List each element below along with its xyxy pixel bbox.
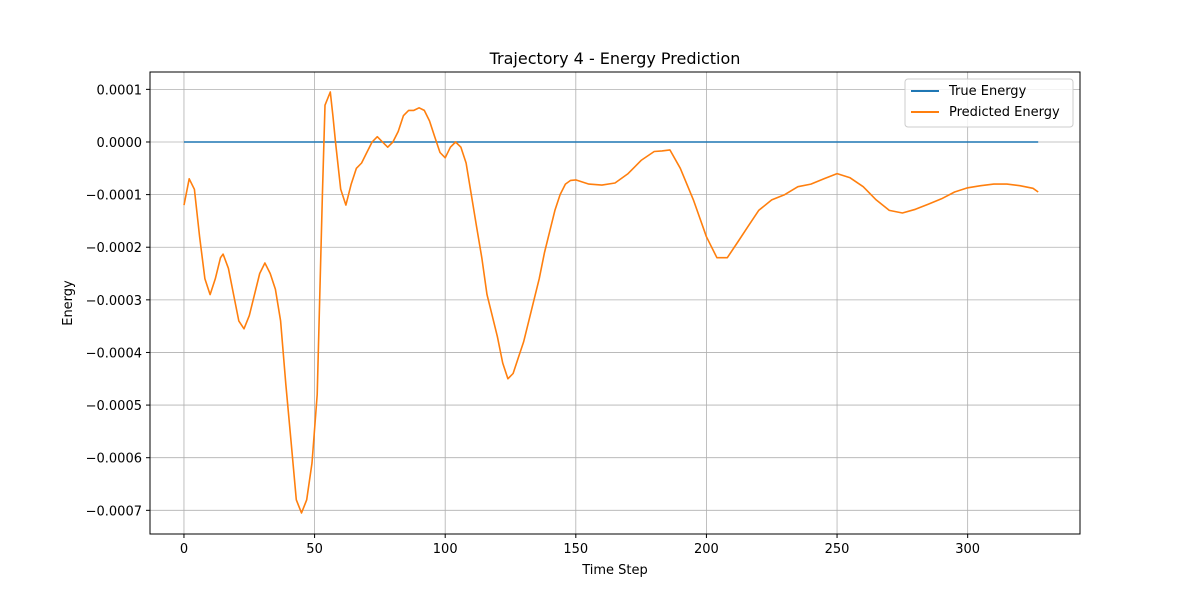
y-tick-label: −0.0002 xyxy=(86,241,142,256)
y-tick-label: −0.0007 xyxy=(86,504,142,519)
y-axis: 0.0001 0.0000 −0.0001 −0.0002 −0.0003 −0.0004… xyxy=(86,83,150,519)
x-tick-label: 250 xyxy=(825,542,850,557)
y-tick-label: −0.0001 xyxy=(86,189,142,204)
grid xyxy=(150,72,1080,534)
legend: True Energy Predicted Energy xyxy=(904,78,1074,128)
y-tick-label: −0.0004 xyxy=(86,346,142,361)
y-axis-label: Energy xyxy=(61,280,76,326)
series-layer xyxy=(183,91,1039,514)
legend-label-predicted-energy: Predicted Energy xyxy=(949,105,1060,120)
plot-frame xyxy=(149,71,1081,535)
x-tick-label: 50 xyxy=(306,542,323,557)
x-tick-label: 150 xyxy=(563,542,588,557)
x-axis: 0 50 100 150 200 250 300 xyxy=(180,534,980,557)
y-tick-label: −0.0003 xyxy=(86,294,142,309)
y-tick-label: −0.0005 xyxy=(86,399,142,414)
legend-label-true-energy: True Energy xyxy=(948,84,1027,99)
legend-box xyxy=(904,78,1074,128)
series-line-predicted-energy xyxy=(183,91,1039,514)
x-tick-label: 200 xyxy=(694,542,719,557)
chart-title: Trajectory 4 - Energy Prediction xyxy=(489,49,741,68)
y-tick-label: 0.0000 xyxy=(97,136,143,151)
x-axis-label: Time Step xyxy=(581,563,648,578)
y-tick-label: −0.0006 xyxy=(86,452,142,467)
x-tick-label: 0 xyxy=(180,542,188,557)
x-tick-label: 100 xyxy=(433,542,458,557)
x-tick-label: 300 xyxy=(955,542,980,557)
y-tick-label: 0.0001 xyxy=(97,83,143,98)
